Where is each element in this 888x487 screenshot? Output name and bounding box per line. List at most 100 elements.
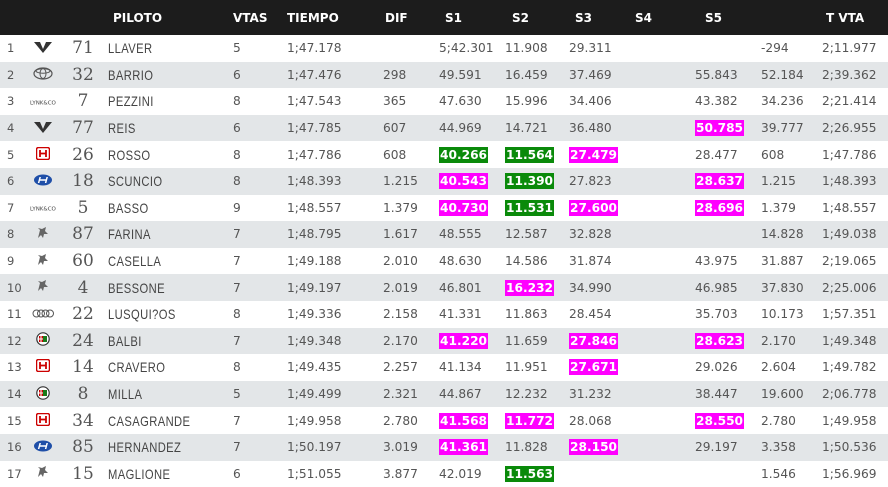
position-cell: 4 xyxy=(0,115,28,142)
col-s1[interactable]: S1 xyxy=(439,0,505,35)
s1-cell: 5;42.301 xyxy=(439,35,505,62)
s2-cell: 11.659 xyxy=(505,328,569,355)
driver-name[interactable]: LLAVER xyxy=(108,35,208,62)
driver-name[interactable]: FARINA xyxy=(108,221,208,248)
s2-cell: 12.587 xyxy=(505,221,569,248)
col-s4[interactable]: S4 xyxy=(635,0,695,35)
driver-name[interactable]: CASAGRANDE xyxy=(108,407,208,434)
s3-best-badge: 27.479 xyxy=(569,147,618,163)
x-cell: 34.236 xyxy=(759,88,822,115)
s3-best-badge: 28.150 xyxy=(569,439,618,455)
s3-cell: 34.990 xyxy=(569,274,635,301)
col-tvta[interactable]: T VTA xyxy=(822,0,888,35)
driver-name[interactable]: ROSSO xyxy=(108,141,208,168)
driver-name[interactable]: MILLA xyxy=(108,381,208,408)
s1-cell: 41.568 xyxy=(439,407,505,434)
x-cell: -294 xyxy=(759,35,822,62)
x-cell: 1.215 xyxy=(759,168,822,195)
x-cell: 31.887 xyxy=(759,248,822,275)
driver-name[interactable]: BASSO xyxy=(108,195,208,222)
vtas-cell: 9 xyxy=(233,195,287,222)
driver-name[interactable]: REIS xyxy=(108,115,208,142)
dif-cell: 2.158 xyxy=(377,301,439,328)
driver-name[interactable]: BALBI xyxy=(108,328,208,355)
tiempo-cell: 1;47.785 xyxy=(287,115,377,142)
lynkco-logo-icon: LYNK&CO xyxy=(28,195,58,222)
peugeot-logo-icon xyxy=(28,461,58,487)
s4-cell xyxy=(635,168,695,195)
dif-cell: 365 xyxy=(377,88,439,115)
cupra-logo-icon xyxy=(28,35,58,62)
position-cell: 7 xyxy=(0,195,28,222)
col-s3[interactable]: S3 xyxy=(569,0,635,35)
dif-cell: 607 xyxy=(377,115,439,142)
driver-name[interactable]: BESSONE xyxy=(108,274,208,301)
car-number: 18 xyxy=(58,168,108,195)
position-cell: 12 xyxy=(0,328,28,355)
s1-best-badge: 41.361 xyxy=(439,439,488,455)
vtas-cell: 6 xyxy=(233,461,287,487)
dif-cell: 1.215 xyxy=(377,168,439,195)
s3-cell: 28.454 xyxy=(569,301,635,328)
col-s5[interactable]: S5 xyxy=(695,0,759,35)
col-s2[interactable]: S2 xyxy=(505,0,569,35)
position-cell: 6 xyxy=(0,168,28,195)
s3-cell: 27.600 xyxy=(569,195,635,222)
dif-cell: 2.019 xyxy=(377,274,439,301)
driver-name[interactable]: CRAVERO xyxy=(108,354,208,381)
s4-cell xyxy=(635,328,695,355)
s5-best-badge: 28.637 xyxy=(695,173,744,189)
car-number: 77 xyxy=(58,115,108,142)
s3-cell: 27.671 xyxy=(569,354,635,381)
dif-cell: 2.170 xyxy=(377,328,439,355)
tvta-cell: 1;48.393 xyxy=(822,168,888,195)
tvta-cell: 1;48.557 xyxy=(822,195,888,222)
tiempo-cell: 1;47.543 xyxy=(287,88,377,115)
s3-cell: 28.150 xyxy=(569,434,635,461)
s5-cell: 29.026 xyxy=(695,354,759,381)
driver-name[interactable]: MAGLIONE xyxy=(108,461,208,487)
s2-cell: 12.232 xyxy=(505,381,569,408)
s1-cell: 42.019 xyxy=(439,461,505,487)
driver-name[interactable]: SCUNCIO xyxy=(108,168,208,195)
s3-cell: 27.479 xyxy=(569,141,635,168)
driver-name[interactable]: LUSQUI?OS xyxy=(108,301,208,328)
col-vtas[interactable]: VTAS xyxy=(233,0,287,35)
col-piloto[interactable]: PILOTO xyxy=(108,0,233,35)
driver-name[interactable]: BARRIO xyxy=(108,62,208,89)
s5-cell: 43.382 xyxy=(695,88,759,115)
col-tiempo[interactable]: TIEMPO xyxy=(287,0,377,35)
tiempo-cell: 1;49.958 xyxy=(287,407,377,434)
vtas-cell: 7 xyxy=(233,221,287,248)
driver-name[interactable]: HERNANDEZ xyxy=(108,434,208,461)
s1-cell: 47.630 xyxy=(439,88,505,115)
s2-cell: 14.586 xyxy=(505,248,569,275)
s1-best-badge: 40.266 xyxy=(439,147,488,163)
tvta-cell: 1;56.969 xyxy=(822,461,888,487)
driver-name[interactable]: PEZZINI xyxy=(108,88,208,115)
driver-name[interactable]: CASELLA xyxy=(108,248,208,275)
vtas-cell: 6 xyxy=(233,62,287,89)
car-number: 5 xyxy=(58,195,108,222)
tvta-cell: 1;49.958 xyxy=(822,407,888,434)
x-cell: 52.184 xyxy=(759,62,822,89)
lynkco-logo-icon: LYNK&CO xyxy=(28,88,58,115)
col-dif[interactable]: DIF xyxy=(377,0,439,35)
